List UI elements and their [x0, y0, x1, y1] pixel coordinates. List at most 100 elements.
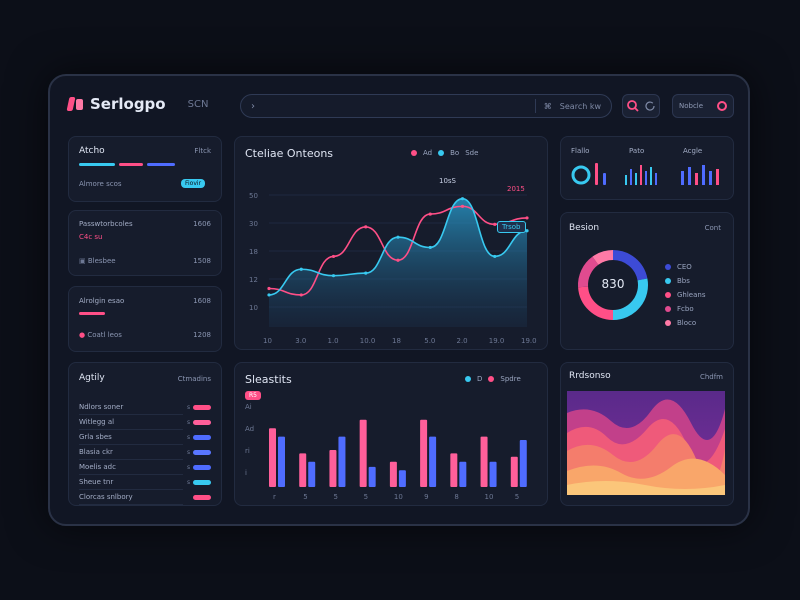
- x-tick-label: 19.0: [489, 337, 505, 345]
- x-tick-label: 5: [333, 493, 337, 501]
- legend-swatch: [665, 320, 671, 326]
- bar[interactable]: [299, 453, 307, 487]
- data-point[interactable]: [493, 222, 497, 226]
- bar[interactable]: [459, 461, 467, 487]
- line-chart: 10 12 18 30 50 10 3.0 1.0 10.0 18 5.0 2.0 19.0 19.0: [249, 192, 537, 345]
- stats-title: Atcho: [79, 146, 105, 156]
- activity-chip: [193, 435, 211, 440]
- bar[interactable]: [269, 428, 276, 487]
- activity-row[interactable]: Grla sbes s: [79, 433, 211, 445]
- activity-chip: [193, 480, 211, 485]
- bar[interactable]: [489, 461, 497, 487]
- legend-swatch: [411, 150, 417, 156]
- notify-button[interactable]: Nobcle: [672, 94, 734, 118]
- y-tick-label: Ai: [245, 403, 252, 411]
- kpi-label-b: Pato: [629, 147, 645, 155]
- donut-legend-item: Fcbo: [665, 305, 694, 313]
- bar-chart-title: Sleastits: [245, 373, 292, 386]
- divider: [79, 444, 183, 445]
- bar[interactable]: [420, 419, 428, 487]
- data-point[interactable]: [428, 245, 432, 250]
- data-point[interactable]: [299, 293, 303, 297]
- data-point[interactable]: [396, 235, 400, 239]
- divider: [79, 504, 183, 505]
- donut-slice: [612, 250, 648, 281]
- bar[interactable]: [429, 436, 437, 487]
- data-point[interactable]: [267, 293, 271, 297]
- activity-row[interactable]: Clorcas snlbory: [79, 493, 211, 505]
- x-tick-label: 2.0: [457, 337, 468, 345]
- bar[interactable]: [510, 456, 518, 487]
- data-point[interactable]: [331, 254, 336, 259]
- bar[interactable]: [519, 439, 527, 487]
- data-point[interactable]: [331, 274, 336, 278]
- y-tick-label: 18: [249, 248, 258, 256]
- kpi-bar: [702, 165, 705, 185]
- bar[interactable]: [278, 436, 285, 487]
- legend-label: Ghleans: [677, 291, 706, 299]
- legend-label: CEO: [677, 263, 692, 271]
- activity-row[interactable]: Witlegg al s: [79, 418, 211, 430]
- activity-label: Sheue tnr: [79, 478, 114, 486]
- data-point[interactable]: [460, 197, 465, 201]
- kpi-sparks: [571, 163, 719, 185]
- bar[interactable]: [398, 470, 406, 487]
- data-point[interactable]: [396, 258, 400, 262]
- y-tick-label: Ad: [245, 425, 254, 433]
- search-caret-icon: ›: [251, 100, 255, 112]
- legend-label: D: [477, 375, 483, 383]
- search-input[interactable]: › ⌘ Search kw: [240, 94, 612, 118]
- search-hint: Search kw: [559, 101, 601, 111]
- data-point[interactable]: [299, 267, 303, 271]
- kpi-bar: [595, 163, 598, 185]
- agents-card: Alrolgin esao 1608 ● Coatl leos 1208: [68, 286, 222, 352]
- bar[interactable]: [329, 450, 337, 487]
- legend-label: Bloco: [677, 319, 697, 327]
- stats-pill[interactable]: Fiovir: [181, 179, 206, 188]
- x-tick-label: 9: [424, 493, 428, 501]
- legend-swatch: [665, 264, 671, 270]
- bar[interactable]: [389, 461, 397, 487]
- y-tick-label: ri: [245, 447, 250, 455]
- divider: [79, 429, 183, 430]
- stats-badge: Fltck: [194, 147, 211, 155]
- data-point[interactable]: [525, 229, 529, 233]
- bar[interactable]: [480, 436, 488, 487]
- divider: [79, 489, 183, 490]
- app-name: Serlogpo: [90, 95, 166, 113]
- bar[interactable]: [359, 419, 367, 487]
- legend-label: Spdre: [500, 375, 521, 383]
- data-point[interactable]: [364, 271, 368, 275]
- y-tick-label: 50: [249, 192, 258, 200]
- search-button[interactable]: [622, 94, 660, 118]
- donut-slice: [592, 250, 614, 265]
- data-point[interactable]: [460, 204, 465, 208]
- bar-chart-badge: R5: [245, 391, 261, 400]
- data-point[interactable]: [364, 225, 368, 229]
- bar[interactable]: [450, 453, 458, 487]
- bar[interactable]: [368, 466, 376, 487]
- activity-row[interactable]: Sheue tnr s: [79, 478, 211, 490]
- progress-segment: [79, 163, 115, 166]
- data-point[interactable]: [428, 212, 432, 216]
- x-tick-label: 10: [485, 493, 494, 501]
- kpi-bar: [645, 171, 647, 185]
- kpi-label-c: Acgle: [683, 147, 703, 155]
- line-chart-title: Cteliae Onteons: [245, 147, 334, 160]
- chart-tooltip: Trsob: [497, 221, 526, 233]
- x-tick-label: 3.0: [295, 337, 306, 345]
- activity-row[interactable]: Moelis adc s: [79, 463, 211, 475]
- activity-row[interactable]: Blasia ckr s: [79, 448, 211, 460]
- bar[interactable]: [308, 461, 316, 487]
- heat-title: Rrdsonso: [569, 371, 611, 381]
- activity-label: Grla sbes: [79, 433, 112, 441]
- legend-label: Fcbo: [677, 305, 694, 313]
- data-point[interactable]: [267, 286, 271, 291]
- bar[interactable]: [338, 436, 346, 487]
- activity-row[interactable]: Ndlors soner s: [79, 403, 211, 415]
- data-point[interactable]: [493, 254, 497, 259]
- overview-card: Passwtorbcoles C4c su 1606 ▣ Blesbee 150…: [68, 210, 222, 276]
- activity-title: Agtily: [79, 373, 105, 383]
- logo[interactable]: Serlogpo SCN: [68, 95, 208, 113]
- data-point[interactable]: [525, 216, 529, 220]
